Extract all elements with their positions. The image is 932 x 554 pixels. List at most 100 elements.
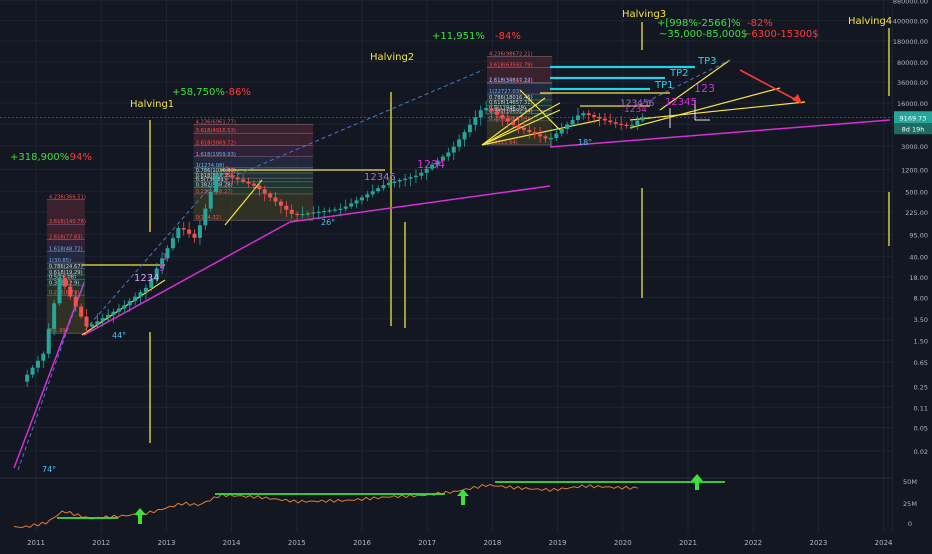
candle-body [89, 324, 94, 327]
price-axis: 880000.00 400000.00 180000.00 80000.00 36000… [0, 0, 932, 456]
candle-body [349, 203, 354, 207]
fib-level-label: 1(1274.08) [196, 163, 225, 169]
candle-body [35, 360, 40, 368]
drop-label: -86% [225, 87, 251, 98]
halving-label: Halving1 [130, 99, 174, 110]
fib-level-label: 1.618(48.72) [49, 246, 83, 252]
candle-body [160, 258, 165, 269]
candle-body [511, 121, 516, 125]
fan-line [224, 179, 263, 226]
angle-label: 26° [321, 218, 335, 227]
target-range-label: ~35,000-85,000$ [659, 29, 747, 40]
candle-body [494, 111, 499, 115]
projection-line [639, 59, 731, 106]
drop-label: -84% [495, 31, 521, 42]
wave-count-label: 123 [694, 82, 715, 95]
candle-body [619, 123, 624, 125]
time-tick-label: 2023 [809, 539, 827, 547]
time-tick-label: 2013 [157, 539, 175, 547]
candle-body [570, 119, 575, 125]
candle-body [608, 120, 613, 123]
angle-label: 74° [42, 465, 56, 474]
time-tick-label: 2017 [418, 539, 436, 547]
fan-line [481, 119, 601, 146]
fib-band [193, 145, 314, 157]
fan-line [481, 102, 561, 146]
gain-label: +[998%-2566]% [657, 18, 740, 29]
last-price-value: 9169.73 [900, 114, 927, 122]
candle-body [30, 367, 35, 375]
up-arrow-icon [457, 489, 469, 505]
fib-level-label: 0.618(14657.31) [489, 100, 533, 106]
price-tick-label: 80000.00 [897, 59, 928, 67]
fib-band [46, 275, 85, 280]
up-arrow-icon [134, 508, 146, 524]
volume-panel: 50M 25M 0 [13, 474, 917, 529]
candle-body [629, 125, 634, 127]
fib-band [46, 285, 85, 296]
time-tick-label: 2021 [679, 539, 697, 547]
support-line [289, 185, 551, 223]
candle-body [440, 156, 445, 161]
fan-line [481, 109, 561, 146]
wave-count-label: 1 [162, 253, 168, 263]
fib-band [486, 110, 553, 114]
projection-line [224, 69, 484, 181]
fib-band [486, 67, 553, 83]
candle-body [176, 228, 181, 239]
take-profit-label: TP3 [697, 56, 717, 67]
support-line [83, 221, 291, 336]
candle-body [127, 301, 132, 306]
candle-body [343, 206, 348, 209]
candle-body [565, 124, 570, 129]
candle-body [300, 213, 305, 216]
time-tick-label: 2019 [549, 539, 567, 547]
forecast-arrow [739, 69, 801, 103]
candle-body [138, 292, 143, 297]
candle-body [289, 209, 294, 214]
candle-body [235, 177, 240, 180]
fib-level-label: 4.236(366.51) [49, 195, 86, 201]
wave-count-label: 1234 [134, 273, 159, 284]
candle-body [230, 175, 235, 178]
candle-body [505, 118, 510, 122]
candle-body [467, 124, 472, 133]
fib-level-label: 0(1.99) [49, 328, 68, 334]
candle-body [268, 193, 273, 198]
price-tick-label: 18.00 [909, 274, 928, 282]
candle-body [111, 311, 116, 315]
candle-body [435, 160, 440, 165]
price-tick-label: 3.50 [914, 316, 928, 324]
price-tick-label: 500.00 [905, 189, 928, 197]
candle-body [370, 191, 375, 195]
fib-band [193, 193, 314, 221]
wave-count-label: 12345 [665, 97, 697, 108]
candle-body [543, 136, 548, 139]
candle-body [354, 200, 359, 204]
candle-body [322, 210, 327, 213]
wave-count-label: 1234 [417, 158, 445, 171]
support-line [13, 282, 85, 469]
candle-body [84, 316, 89, 327]
candle-body [430, 164, 435, 169]
fan-line [659, 59, 731, 111]
candle-body [586, 113, 591, 116]
candle-body [403, 178, 408, 181]
candle-body [484, 108, 489, 111]
halving-label: Halving3 [622, 9, 666, 20]
candle-body [419, 172, 424, 176]
price-tick-label: 36000.00 [897, 79, 928, 87]
candle-body [376, 188, 381, 192]
candle-body [532, 132, 537, 135]
fib-level-label: 3.618(4916.53) [196, 128, 236, 134]
drop-label: -94% [66, 152, 92, 163]
fib-band [46, 263, 85, 269]
candles [25, 100, 645, 388]
fib-level-label: 2.618(3069.72) [196, 140, 236, 146]
candle-body [516, 124, 521, 128]
fib-level-label: 0.618(19.29) [49, 270, 83, 276]
price-tick-label: 40.00 [909, 253, 928, 261]
fib-level-label: 1(30.85) [49, 258, 71, 264]
candle-body [278, 201, 283, 206]
